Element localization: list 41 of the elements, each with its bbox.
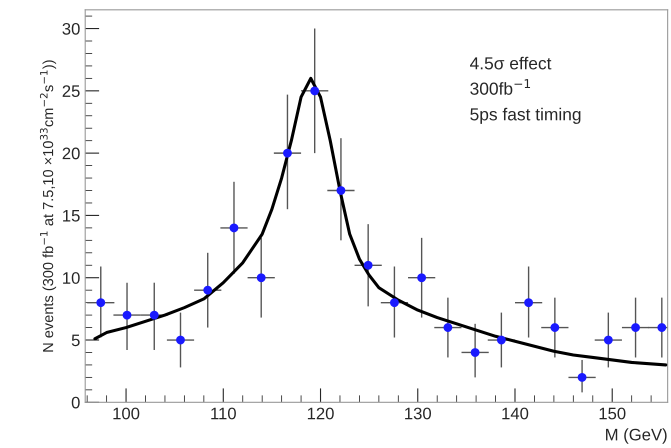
point [604,336,613,344]
point [444,323,452,332]
point [336,186,346,195]
y-tick-label: 25 [62,85,80,98]
point [470,348,480,357]
point [283,148,292,158]
y-tick-label: 0 [72,396,80,409]
x-tick-label: 120 [308,408,334,420]
point [390,298,399,308]
point [203,286,212,295]
point [657,323,666,332]
x-tick-label: 110 [211,408,236,420]
point [150,310,159,320]
point [122,310,132,320]
y-tick-label: 30 [62,22,80,35]
point [310,86,320,96]
annotation: 5ps fast timing [470,108,580,124]
x-axis-title: M (GeV) [606,428,667,444]
y-tick-label: 10 [63,272,80,284]
point [256,273,266,282]
point [230,223,238,232]
x-tick-label: 100 [113,408,140,420]
annotation: 4.5σ effect [470,56,552,70]
y-tick-label: 5 [72,334,80,346]
point [176,336,185,344]
point [96,298,106,308]
x-tick-label: 130 [405,408,432,420]
point [417,273,426,282]
y-tick-label: 15 [63,210,80,222]
point [550,323,560,332]
point [578,372,586,382]
point [364,260,373,270]
x-tick-label: 150 [600,408,626,420]
point [631,323,640,332]
y-tick-label: 20 [62,148,80,160]
point [496,336,506,344]
text: N events (300 fb$^{−1}$ at 7.5,10 ×10$^{33}$cm$^{−2}$s$^{−1}$)) [40,60,56,352]
annotation: 300fb$^{−1}$ [470,79,530,95]
x-tick-label: 140 [502,408,528,420]
line-series [93,76,668,366]
point [524,298,533,308]
